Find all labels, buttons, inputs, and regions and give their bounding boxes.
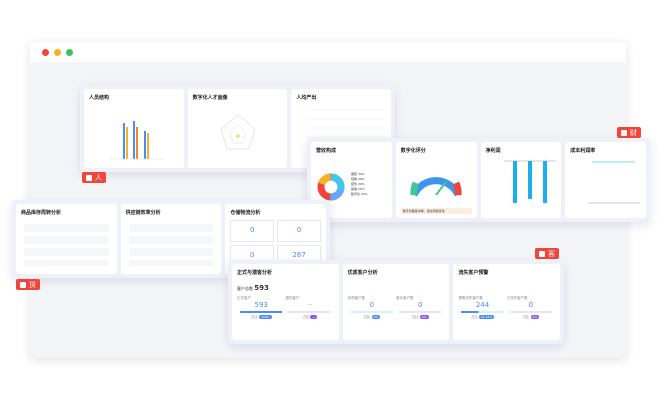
tag-label: 货 (29, 280, 36, 289)
net-profit-card[interactable]: 净利润 (480, 142, 562, 218)
bar-jan (512, 161, 517, 203)
finance-tag: 财 (617, 127, 641, 138)
stat-box: 0 (230, 220, 275, 242)
card-title: 商品库存周转分析 (21, 210, 62, 216)
staff-structure-card[interactable]: 人员结构 (84, 89, 184, 168)
inventory-table (24, 224, 109, 266)
tag-label: 人 (95, 173, 102, 182)
bar-chart (109, 121, 164, 160)
card-title: 正式与潜客分析 (237, 270, 273, 276)
card-title: 净利润 (485, 148, 501, 154)
finance-group: 营收构成 服装 30% 鞋类 20% 配件 20% 其他 15% 数字化 15%… (307, 138, 650, 222)
bar-mar (542, 161, 547, 203)
formal-count: 593 (254, 301, 268, 309)
card-title: 营收构成 (316, 148, 337, 154)
gauge-note: 数字化程度中等，建议持续优化 (400, 208, 472, 214)
card-title: 数字化评分 (400, 148, 426, 154)
rate-line-chart (588, 161, 641, 204)
goods-tag: 货 (16, 279, 40, 290)
supply-chain-card[interactable]: 供应链效率分析 (120, 204, 222, 274)
donut-legend: 服装 30% 鞋类 20% 配件 20% 其他 15% 数字化 15% (351, 172, 368, 196)
card-title: 仓储物流分析 (230, 210, 261, 216)
card-title: 成本利润率 (570, 148, 596, 154)
card-title: 人均产出 (296, 95, 317, 101)
wallet-icon (621, 129, 627, 136)
box-icon (20, 281, 26, 288)
tag-label: 财 (630, 128, 637, 137)
total-value: 593 (254, 284, 269, 292)
donut-chart (317, 173, 345, 201)
bar-feb (527, 161, 532, 199)
card-title: 供应链效率分析 (125, 210, 161, 216)
close-dot[interactable] (42, 49, 49, 56)
people-tag: 人 (82, 172, 106, 183)
stat-box: 0 (277, 220, 322, 242)
tag-label: 客 (548, 249, 555, 258)
gauge-chart (410, 177, 462, 197)
customer-tag: 客 (535, 248, 559, 259)
goods-group: 商品库存周转分析 供应链效率分析 仓储物流分析 0 0 0 267 (12, 200, 330, 278)
minimize-dot[interactable] (54, 49, 61, 56)
churn-warning-card[interactable]: 流失客户预警 预警流失客户数 244 占比 41.15% 已流失客户数 0 占比 0% (453, 264, 561, 340)
card-title: 优质客户分析 (347, 270, 378, 276)
total-label: 客户总数 (237, 286, 253, 291)
customer-group: 正式与潜客分析 客户总数 593 正式客户 593 占比 100% 潜在客户 -- 占比… (228, 260, 564, 344)
customer-icon (539, 250, 545, 257)
radar-chart (220, 114, 255, 150)
card-title: 流失客户预警 (458, 270, 489, 276)
talent-profile-card[interactable]: 数字化人才画像 (187, 89, 288, 168)
inventory-turnover-card[interactable]: 商品库存周转分析 (16, 204, 117, 274)
digital-score-card[interactable]: 数字化评分 数字化程度中等，建议持续优化 (395, 142, 477, 218)
card-title: 数字化人才画像 (192, 95, 228, 101)
maximize-dot[interactable] (66, 49, 73, 56)
supply-table (128, 224, 214, 266)
profit-bar-chart (503, 160, 556, 203)
title-bar (30, 42, 626, 62)
card-title: 人员结构 (89, 95, 110, 101)
person-icon (86, 174, 92, 181)
formal-prospect-card[interactable]: 正式与潜客分析 客户总数 593 正式客户 593 占比 100% 潜在客户 -- 占比… (232, 264, 339, 340)
cost-profit-rate-card[interactable]: 成本利润率 (565, 142, 646, 218)
quality-customer-card[interactable]: 优质客户分析 优质客户数 0 占比 0% 增长客户数 0 占比 0% (342, 264, 450, 340)
